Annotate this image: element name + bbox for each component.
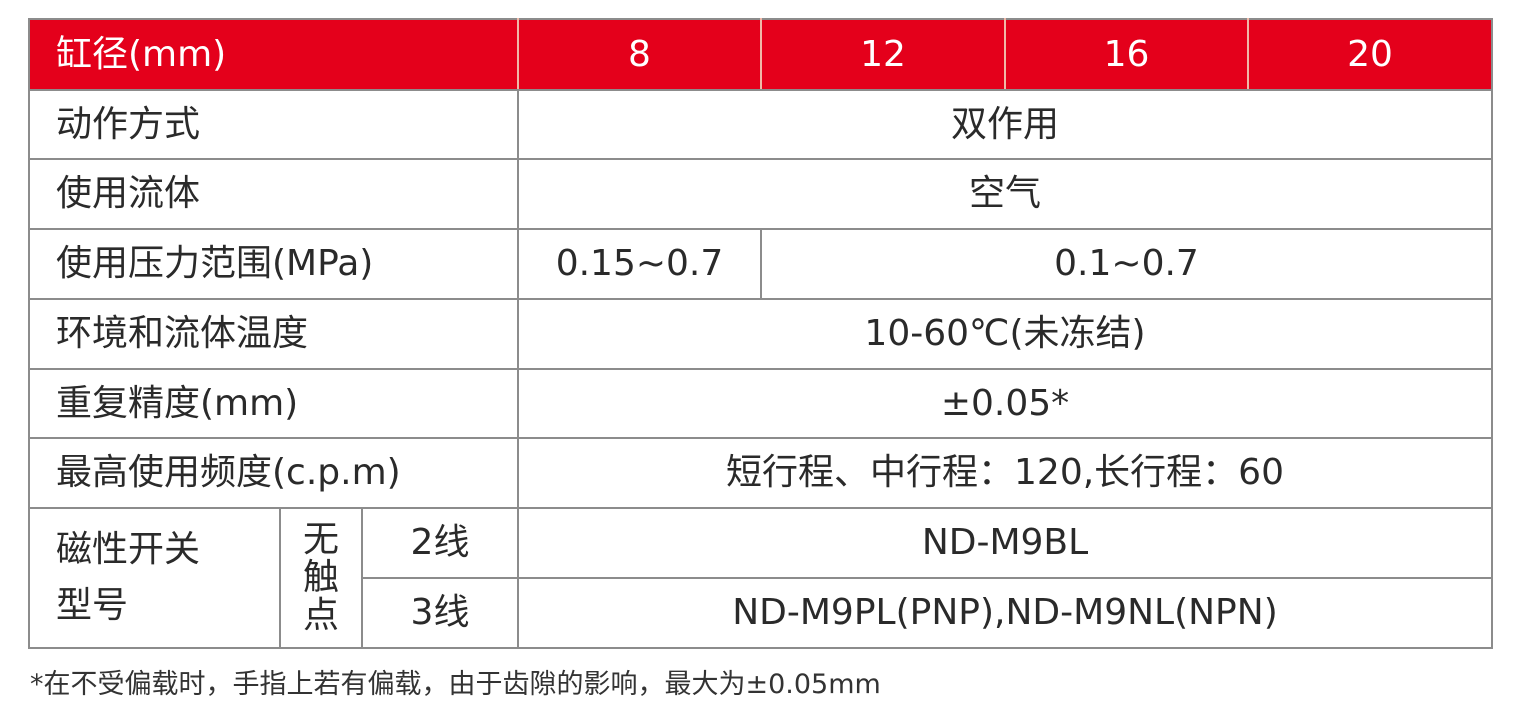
row-fluid: 使用流体 空气	[28, 158, 1493, 230]
action-value: 双作用	[517, 89, 1493, 160]
switch-label-line2: 型号	[56, 585, 129, 626]
switch-label-line1: 磁性开关	[56, 529, 201, 571]
wire2-value: ND-M9BL	[517, 507, 1493, 579]
pressure-value-other: 0.1~0.7	[760, 228, 1493, 300]
fluid-value: 空气	[517, 158, 1493, 230]
spec-table: 缸径(mm) 8 12 16 20 动作方式 双作用 使用流体 空气 使用压力范…	[28, 18, 1493, 649]
switch-model-label: 磁性开关 型号	[28, 507, 281, 649]
repeatability-label: 重复精度(mm)	[28, 368, 519, 439]
row-action: 动作方式 双作用	[28, 89, 1493, 160]
bore-12: 12	[760, 18, 1006, 91]
row-switch-3wire: 3线 ND-M9PL(PNP),ND-M9NL(NPN)	[29, 577, 1493, 649]
frequency-label: 最高使用频度(c.p.m)	[28, 437, 519, 509]
bore-8: 8	[517, 18, 762, 91]
pressure-value-bore8: 0.15~0.7	[517, 228, 762, 300]
action-label: 动作方式	[28, 89, 519, 160]
wire3-label: 3线	[361, 577, 519, 649]
fluid-label: 使用流体	[28, 158, 519, 230]
header-row: 缸径(mm) 8 12 16 20	[28, 18, 1493, 91]
row-repeatability: 重复精度(mm) ±0.05*	[28, 368, 1493, 439]
pressure-label: 使用压力范围(MPa)	[28, 228, 519, 300]
bore-16: 16	[1004, 18, 1249, 91]
footnote: *在不受偏载时，手指上若有偏载，由于齿隙的影响，最大为±0.05mm	[30, 669, 881, 700]
switch-contactless-label: 无 触 点	[279, 507, 363, 649]
repeatability-value: ±0.05*	[517, 368, 1493, 439]
switch-type-char-1: 无	[302, 518, 339, 560]
wire3-value: ND-M9PL(PNP),ND-M9NL(NPN)	[517, 577, 1493, 649]
row-frequency: 最高使用频度(c.p.m) 短行程、中行程：120,长行程：60	[28, 437, 1493, 509]
temperature-label: 环境和流体温度	[28, 298, 519, 370]
bore-20: 20	[1247, 18, 1493, 91]
row-temperature: 环境和流体温度 10-60℃(未冻结)	[28, 298, 1493, 370]
switch-type-char-2: 触	[302, 556, 339, 598]
row-switch-2wire: 磁性开关 型号 无 触 点 2线 ND-M9BL	[28, 507, 1493, 649]
wire2-label: 2线	[361, 507, 519, 579]
temperature-value: 10-60℃(未冻结)	[517, 298, 1493, 370]
frequency-value: 短行程、中行程：120,长行程：60	[517, 437, 1493, 509]
bore-label: 缸径(mm)	[28, 18, 519, 91]
switch-type-char-3: 点	[302, 595, 339, 637]
row-pressure: 使用压力范围(MPa) 0.15~0.7 0.1~0.7	[28, 228, 1493, 300]
